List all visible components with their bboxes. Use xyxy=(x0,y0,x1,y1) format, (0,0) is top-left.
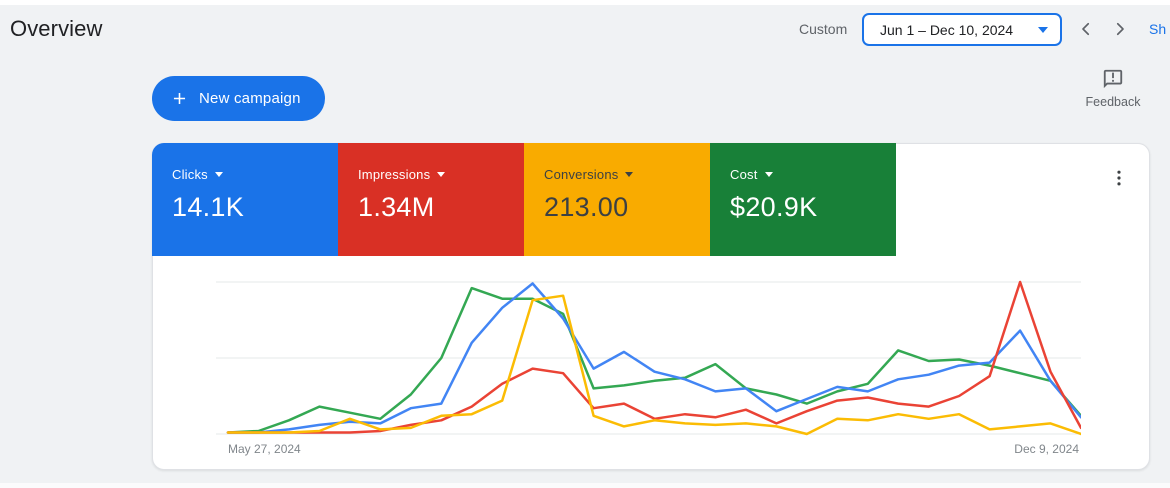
metric-value: 14.1K xyxy=(172,192,245,222)
plus-icon xyxy=(173,92,186,105)
metric-label: Conversions xyxy=(544,167,619,182)
metric-value: $20.9K xyxy=(730,192,818,222)
chart-canvas xyxy=(216,280,1083,436)
performance-line-chart xyxy=(216,271,1083,437)
feedback-button[interactable]: Feedback xyxy=(1082,68,1144,109)
caret-down-icon xyxy=(437,172,446,177)
series-line-cost xyxy=(226,286,1083,434)
date-range-picker[interactable]: Jun 1 – Dec 10, 2024 xyxy=(862,13,1062,46)
caret-down-icon xyxy=(625,172,634,177)
metric-tiles-row: Clicks 14.1K Impressions 1.34M Conversio… xyxy=(152,143,896,256)
page-title: Overview xyxy=(10,16,103,41)
metric-label: Cost xyxy=(730,167,758,182)
metric-tile-impressions[interactable]: Impressions 1.34M xyxy=(338,143,524,256)
metric-label: Clicks xyxy=(172,167,208,182)
bottom-divider xyxy=(0,483,1170,488)
metric-value: 213.00 xyxy=(544,192,629,222)
chevron-left-icon xyxy=(1082,22,1090,36)
metric-tile-clicks[interactable]: Clicks 14.1K xyxy=(152,143,338,256)
new-campaign-button[interactable]: New campaign xyxy=(152,76,325,121)
date-range-value: Jun 1 – Dec 10, 2024 xyxy=(880,21,1014,38)
metric-tile-conversions[interactable]: Conversions 213.00 xyxy=(524,143,710,256)
metric-value: 1.34M xyxy=(358,192,435,222)
x-axis-end-label: Dec 9, 2024 xyxy=(1014,442,1079,456)
caret-down-icon xyxy=(1038,26,1048,33)
x-axis-start-label: May 27, 2024 xyxy=(228,442,301,456)
metric-tile-cost[interactable]: Cost $20.9K xyxy=(710,143,896,256)
show-link[interactable]: Sh xyxy=(1149,21,1167,37)
feedback-label: Feedback xyxy=(1085,95,1141,109)
next-period-button[interactable] xyxy=(1106,15,1134,43)
date-mode-label: Custom xyxy=(799,21,848,37)
feedback-icon xyxy=(1103,69,1123,89)
series-line-clicks xyxy=(226,282,1083,434)
new-campaign-label: New campaign xyxy=(199,90,301,107)
caret-down-icon xyxy=(764,172,773,177)
chevron-right-icon xyxy=(1116,22,1124,36)
card-options-button[interactable] xyxy=(1105,164,1133,192)
kebab-menu-icon xyxy=(1117,170,1121,186)
metric-label: Impressions xyxy=(358,167,431,182)
top-divider xyxy=(0,0,1170,5)
overview-summary-card: Clicks 14.1K Impressions 1.34M Conversio… xyxy=(152,143,1150,470)
series-line-impressions xyxy=(226,280,1083,434)
series-line-conversions xyxy=(226,294,1083,436)
previous-period-button[interactable] xyxy=(1072,15,1100,43)
caret-down-icon xyxy=(214,172,223,177)
